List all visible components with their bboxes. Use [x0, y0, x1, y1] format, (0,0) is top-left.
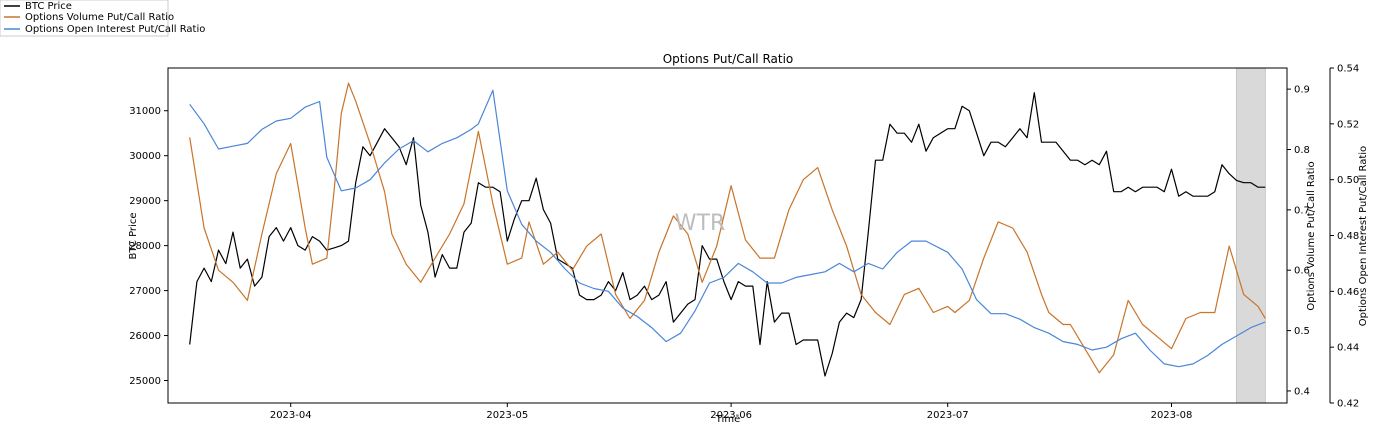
y-right2-tick-label: 0.52	[1337, 119, 1359, 130]
shaded-region	[1236, 67, 1266, 404]
legend-box	[0, 0, 169, 37]
series-line-btc-price	[189, 92, 1266, 377]
legend: BTC Price Options Volume Put/Call Ratio …	[0, 0, 205, 37]
y-left-tick-label: 31000	[129, 106, 161, 117]
y-right2-tick-label: 0.54	[1337, 64, 1359, 75]
series-layer	[189, 82, 1266, 377]
y-left-tick-label: 26000	[129, 331, 161, 342]
axes-layer: 2023-04 2023-05 2023-06 2023-07 2023-08 25000…	[129, 64, 1359, 422]
x-tick-label: 2023-05	[486, 410, 528, 421]
watermark: WTR	[675, 211, 725, 236]
y-axis-label-right2: Options Open Interest Put/Call Ratio	[1358, 146, 1369, 326]
chart-title: Options Put/Call Ratio	[663, 52, 794, 66]
y-left-tick-label: 29000	[129, 196, 161, 207]
y-right2-tick-label: 0.44	[1337, 343, 1359, 354]
y-left-tick-label: 28000	[129, 241, 161, 252]
y-axis-label-left: BTC Price	[128, 213, 139, 260]
x-tick-label: 2023-08	[1151, 410, 1193, 421]
y-left-tick-label: 30000	[129, 151, 161, 162]
y-right1-tick-label: 0.6	[1294, 266, 1310, 277]
series-line-oi-ratio	[189, 89, 1266, 368]
y-axis-label-right1: Options Volume Put/Call Ratio	[1306, 161, 1317, 310]
y-right1-tick-label: 0.7	[1294, 205, 1310, 216]
x-tick-label: 2023-07	[927, 410, 969, 421]
y-right2-tick-label: 0.46	[1337, 287, 1359, 298]
shaded-region-layer	[1236, 67, 1266, 404]
plot-frame	[167, 67, 1288, 404]
legend-label-btc: BTC Price	[25, 1, 72, 12]
y-left-tick-label: 25000	[129, 376, 161, 387]
y-right2-tick-label: 0.48	[1337, 231, 1359, 242]
x-tick-label: 2023-04	[270, 410, 312, 421]
x-axis-label: Time	[715, 414, 740, 425]
y-right2-tick-label: 0.50	[1337, 175, 1359, 186]
y-right2-tick-label: 0.42	[1337, 399, 1359, 410]
x-tick-label: 2023-06	[710, 410, 752, 421]
legend-label-volume: Options Volume Put/Call Ratio	[25, 12, 174, 23]
y-left-tick-label: 27000	[129, 286, 161, 297]
series-line-volume-ratio	[189, 82, 1266, 374]
legend-label-oi: Options Open Interest Put/Call Ratio	[25, 24, 205, 35]
y-right1-tick-label: 0.8	[1294, 145, 1310, 156]
y-right1-tick-label: 0.5	[1294, 326, 1310, 337]
y-right1-tick-label: 0.4	[1294, 386, 1310, 397]
y-right1-tick-label: 0.9	[1294, 85, 1310, 96]
